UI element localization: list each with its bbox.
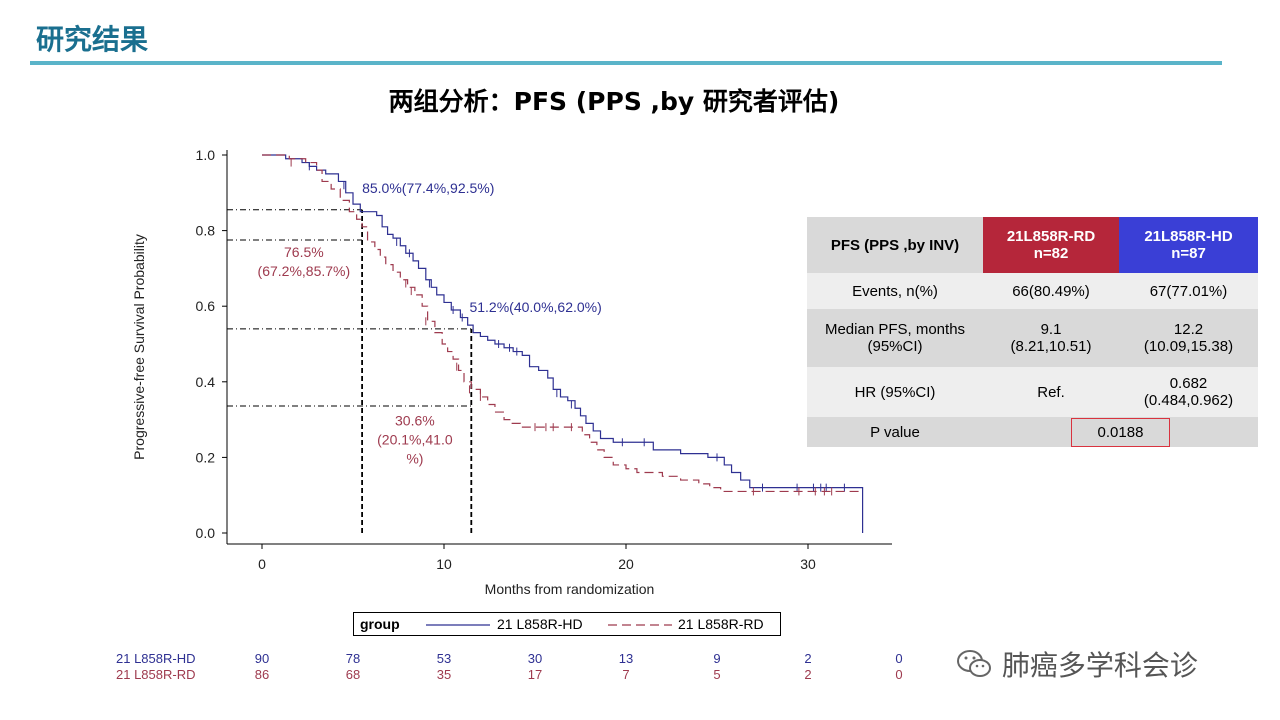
x-tick-label: 0 [258,556,266,572]
row-rd-value: 66(80.49%) [983,273,1119,309]
row-value-line: 12.2 [1173,321,1204,338]
wechat-icon [957,650,991,677]
header-hd-name: 21L858R-HD [1144,228,1233,245]
row-hd-value: 67(77.01%) [1119,273,1258,309]
p-value-label: P value [807,417,983,447]
legend-swatch-hd [426,624,490,626]
x-tick-label: 10 [436,556,452,572]
risk-count: 2 [804,667,812,682]
y-tick-label: 0.8 [196,223,216,239]
survival-annotation: 30.6% [395,412,435,428]
risk-count: 90 [254,651,270,666]
row-hd-value: 12.2 (10.09,15.38) [1119,309,1258,367]
row-label: HR (95%CI) [807,367,983,417]
y-axis-label: Progressive-free Survival Probability [131,234,147,460]
row-value-line: 9.1 [1040,321,1062,338]
survival-annotation: 51.2%(40.0%,62.0%) [469,299,601,315]
p-value-cell: 0.0188 [983,417,1258,447]
row-label-line: Median PFS, months [824,321,966,338]
survival-annotation: 85.0%(77.4%,92.5%) [362,180,494,196]
risk-row: 21 L858R-HD 90 78 53 30 13 9 2 0 [0,651,1000,667]
row-value-line: (8.21,10.51) [1010,338,1092,355]
slide-title: 两组分析：PFS (PPS ,by 研究者评估) [388,87,840,116]
watermark-text: 肺癌多学科会诊 [1001,649,1198,682]
row-rd-value: 9.1 (8.21,10.51) [983,309,1119,367]
risk-count: 53 [436,651,452,666]
row-value-line: (10.09,15.38) [1143,338,1234,355]
risk-count: 78 [345,651,361,666]
risk-count: 68 [345,667,361,682]
table-row: Median PFS, months (95%CI) 9.1 (8.21,10.… [807,309,1258,367]
km-chart: 0.0 0.2 0.4 0.6 0.8 1.0 0 10 20 30 Months from ran… [131,147,892,597]
survival-curve-hd [262,154,864,533]
risk-count: 9 [713,651,721,666]
risk-count: 13 [618,651,634,666]
chart-legend: group 21 L858R-HD 21 L858R-RD [353,612,781,636]
summary-table: PFS (PPS ,by INV) 21L858R-RD n=82 21L858… [807,217,1258,447]
header-divider [30,61,1222,65]
table-header-rd: 21L858R-RD n=82 [983,217,1119,273]
risk-count: 35 [436,667,452,682]
survival-curve-rd [262,154,863,493]
x-axis-label: Months from randomization [485,581,655,597]
risk-count: 0 [895,667,903,682]
risk-count: 5 [713,667,721,682]
survival-annotation: %) [406,450,423,466]
page-title: 研究结果 [36,23,149,56]
risk-count: 17 [527,667,543,682]
y-tick-label: 1.0 [196,147,216,163]
watermark: 肺癌多学科会诊 [955,644,1198,684]
x-tick-label: 30 [800,556,816,572]
y-tick-label: 0.6 [196,298,216,314]
survival-annotation: (20.1%,41.0 [377,431,453,447]
table-row: HR (95%CI) Ref. 0.682 (0.484,0.962) [807,367,1258,417]
legend-label-hd: 21 L858R-HD [497,616,583,632]
row-hd-value: 0.682 (0.484,0.962) [1119,367,1258,417]
p-value: 0.0188 [1070,417,1171,447]
risk-count: 0 [895,651,903,666]
row-value-line: 0.682 [1169,375,1208,392]
risk-row: 21 L858R-RD 86 68 35 17 7 5 2 0 [0,667,1000,683]
risk-count: 2 [804,651,812,666]
x-tick-label: 20 [618,556,634,572]
table-header-label: PFS (PPS ,by INV) [807,217,983,273]
row-value-line: (0.484,0.962) [1143,392,1234,409]
legend-swatch-rd [608,624,672,626]
risk-count: 86 [254,667,270,682]
survival-annotation: (67.2%,85.7%) [258,263,351,279]
header-rd-n: n=82 [1033,245,1069,262]
risk-row-label: 21 L858R-HD [116,651,196,666]
header-rd-name: 21L858R-RD [1006,228,1096,245]
table-header-hd: 21L858R-HD n=87 [1119,217,1258,273]
table-row: Events, n(%) 66(80.49%) 67(77.01%) [807,273,1258,309]
survival-annotation: 76.5% [284,244,324,260]
table-header-row: PFS (PPS ,by INV) 21L858R-RD n=82 21L858… [807,217,1258,273]
risk-count: 30 [527,651,543,666]
y-tick-label: 0.4 [196,374,216,390]
row-label: Events, n(%) [807,273,983,309]
y-tick-label: 0.2 [196,449,216,465]
row-label: Median PFS, months (95%CI) [807,309,983,367]
y-tick-label: 0.0 [196,525,216,541]
risk-count: 7 [622,667,630,682]
row-rd-value: Ref. [983,367,1119,417]
row-label-line: (95%CI) [867,338,923,355]
risk-row-label: 21 L858R-RD [116,667,196,682]
header-hd-n: n=87 [1171,245,1206,262]
legend-label-rd: 21 L858R-RD [678,616,764,632]
table-row-pvalue: P value 0.0188 [807,417,1258,447]
legend-title: group [360,616,400,632]
